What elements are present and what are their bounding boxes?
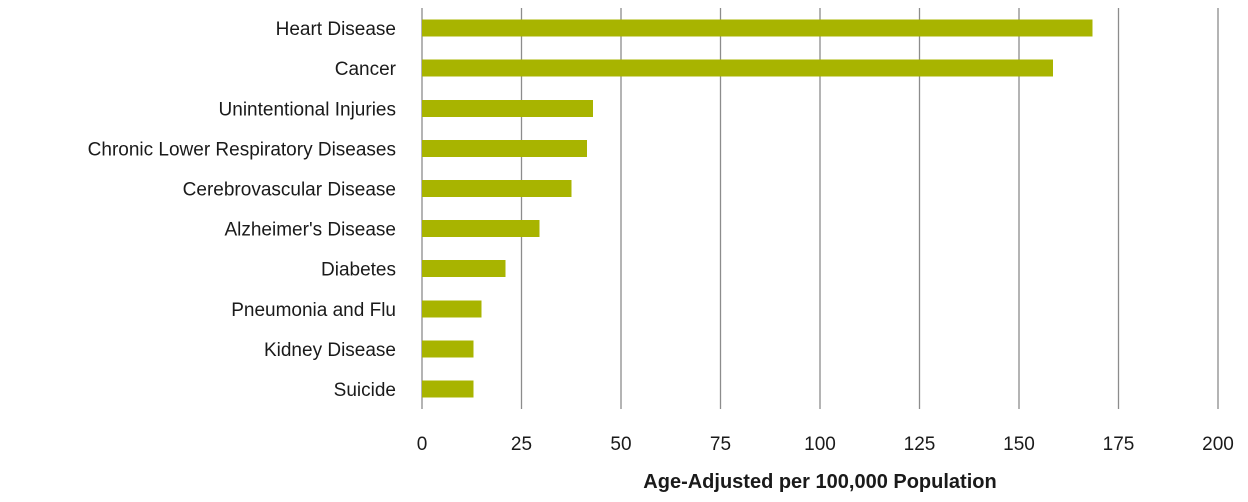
category-label: Cancer: [335, 59, 397, 80]
bar: [422, 19, 1093, 37]
bar: [422, 300, 482, 318]
bars: [422, 19, 1093, 398]
category-label: Cerebrovascular Disease: [183, 179, 396, 200]
x-tick-label: 75: [710, 434, 731, 455]
category-label: Kidney Disease: [264, 340, 396, 361]
category-label: Alzheimer's Disease: [224, 220, 396, 241]
category-label: Pneumonia and Flu: [231, 300, 396, 321]
category-label: Diabetes: [321, 260, 396, 281]
category-label: Chronic Lower Respiratory Diseases: [88, 139, 396, 160]
bar: [422, 99, 594, 117]
bar: [422, 340, 474, 358]
x-tick-label: 175: [1103, 434, 1135, 455]
bar: [422, 59, 1053, 77]
category-label: Heart Disease: [276, 19, 396, 40]
x-tick-label: 150: [1003, 434, 1035, 455]
bar: [422, 179, 572, 197]
x-tick-label: 100: [804, 434, 836, 455]
x-tick-labels: 0 25 50 75 100 125 150 175 200: [417, 434, 1234, 455]
bar: [422, 139, 588, 157]
category-label: Unintentional Injuries: [219, 99, 396, 120]
category-labels: Heart Disease Cancer Unintentional Injurie…: [88, 19, 397, 401]
x-tick-label: 0: [417, 434, 428, 455]
x-tick-label: 125: [904, 434, 936, 455]
x-tick-label: 25: [511, 434, 532, 455]
category-label: Suicide: [334, 380, 396, 401]
x-tick-label: 200: [1202, 434, 1234, 455]
bar: [422, 220, 540, 238]
x-axis-title: Age-Adjusted per 100,000 Population: [643, 471, 996, 493]
bar: [422, 380, 474, 398]
x-tick-label: 50: [610, 434, 631, 455]
bar: [422, 260, 506, 278]
